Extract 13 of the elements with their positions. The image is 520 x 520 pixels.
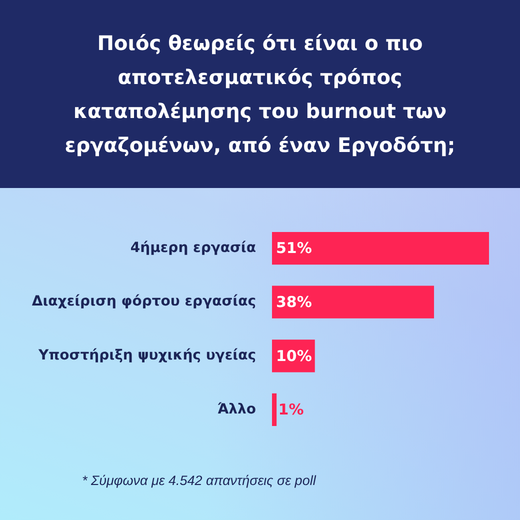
y-tick-label: 4ήμερη εργασία [130,240,256,256]
data-label: 10% [276,346,312,365]
y-tick-label: Άλλο [218,401,256,418]
bar [272,232,489,265]
y-tick-label: Υποστήριξη ψυχικής υγείας [37,348,256,364]
chart-title: Ποιός θεωρείς ότι είναι ο πιο αποτελεσματικός τρόπος καταπολέμησης του burnout των εργαζομένων, από έναν Εργοδότη; [64,30,456,159]
data-label: 51% [276,239,312,258]
bar [272,286,434,318]
text: * Σύμφωνα με 4.542 απαντήσεις σε poll [82,472,318,490]
data-label: 38% [276,292,312,311]
data-label: 1% [278,400,304,419]
y-tick-label: Διαχείριση φόρτου εργασίας [32,294,256,310]
bar [272,393,277,426]
